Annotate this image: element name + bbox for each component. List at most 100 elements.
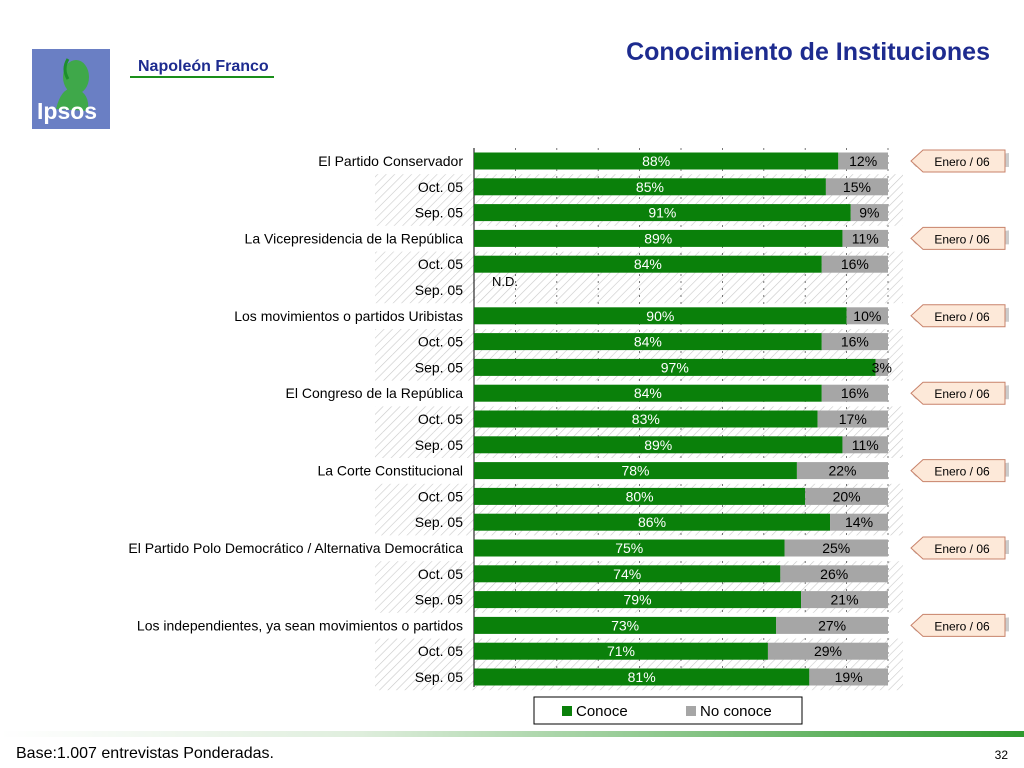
- data-label-conoce: 91%: [648, 205, 676, 221]
- legend-swatch-conoce: [562, 706, 572, 716]
- data-label-conoce: 90%: [646, 308, 674, 324]
- bar-no-conoce: [842, 229, 888, 247]
- bar-no-conoce: [780, 565, 888, 583]
- period-label: Oct. 05: [418, 643, 463, 659]
- category-labels: El Partido Conservador Oct. 05 Sep. 05 La V…: [128, 153, 518, 685]
- period-label: Oct. 05: [418, 256, 463, 272]
- data-label-no-conoce: 16%: [841, 385, 869, 401]
- bar-conoce: [474, 668, 810, 686]
- period-label: Oct. 05: [418, 411, 463, 427]
- bar-conoce: [474, 178, 826, 196]
- callout-box: [910, 459, 1006, 483]
- period-label: Oct. 05: [418, 566, 463, 582]
- data-label-no-conoce: 3%: [872, 359, 892, 375]
- callout-label: Enero / 06: [934, 232, 990, 246]
- data-label-conoce: 84%: [634, 256, 662, 272]
- no-data-label: N.D.: [492, 274, 518, 289]
- period-label: Oct. 05: [418, 179, 463, 195]
- history-bands: [375, 174, 903, 691]
- data-label-no-conoce: 20%: [833, 488, 861, 504]
- chart-legend: Conoce No conoce: [533, 696, 803, 725]
- institution-label: Los independientes, ya sean movimientos …: [137, 617, 463, 633]
- data-label-no-conoce: 16%: [841, 334, 869, 350]
- period-label: Oct. 05: [418, 488, 463, 504]
- data-label-conoce: 84%: [634, 334, 662, 350]
- bar-conoce: [474, 410, 818, 428]
- callout-box: [910, 304, 1006, 328]
- data-label-no-conoce: 22%: [828, 463, 856, 479]
- bar-no-conoce: [767, 642, 888, 660]
- bar-conoce: [474, 591, 802, 609]
- bar-conoce: [474, 152, 839, 170]
- bar-conoce: [474, 565, 781, 583]
- callout-box: [910, 536, 1006, 560]
- bar-conoce: [474, 487, 806, 505]
- slide-title: Conocimiento de Instituciones: [626, 38, 990, 66]
- bar-conoce: [474, 307, 847, 325]
- data-label-conoce: 78%: [621, 463, 649, 479]
- bar-conoce: [474, 229, 843, 247]
- callout-label: Enero / 06: [934, 387, 990, 401]
- bar-no-conoce: [846, 307, 888, 325]
- bar-no-conoce: [817, 410, 888, 428]
- data-label-no-conoce: 27%: [818, 617, 846, 633]
- data-label-no-conoce: 11%: [852, 230, 879, 246]
- callout-box: [910, 381, 1006, 405]
- callout-box: [910, 613, 1006, 637]
- history-band: [375, 277, 903, 304]
- bar-conoce: [474, 333, 822, 351]
- bar-no-conoce: [821, 255, 888, 273]
- data-label-no-conoce: 14%: [845, 514, 873, 530]
- callout-label: Enero / 06: [934, 465, 990, 479]
- institution-label: El Partido Polo Democrático / Alternativ…: [128, 540, 463, 556]
- institution-label: La Corte Constitucional: [317, 463, 463, 479]
- legend-swatch-no-conoce: [686, 706, 696, 716]
- bar-no-conoce: [850, 204, 888, 222]
- page-number: 32: [994, 748, 1008, 762]
- institution-label: Los movimientos o partidos Uribistas: [234, 308, 463, 324]
- callouts: Enero / 06 Enero / 06 Enero / 06 Enero / 06…: [910, 149, 1009, 637]
- logo-figure-icon: [56, 58, 89, 111]
- period-label: Sep. 05: [415, 282, 463, 298]
- ipsos-logo: Ipsos: [32, 49, 110, 129]
- bar-no-conoce: [842, 436, 888, 454]
- data-label-conoce: 86%: [638, 514, 666, 530]
- data-label-conoce: 89%: [644, 437, 672, 453]
- data-label-conoce: 88%: [642, 153, 670, 169]
- data-label-conoce: 84%: [634, 385, 662, 401]
- bar-conoce: [474, 616, 777, 634]
- data-label-conoce: 81%: [628, 669, 656, 685]
- legend-label-conoce: Conoce: [576, 703, 628, 720]
- bar-no-conoce: [825, 178, 888, 196]
- bar-no-conoce: [838, 152, 888, 170]
- bar-no-conoce: [875, 358, 888, 376]
- data-label-no-conoce: 17%: [839, 411, 867, 427]
- period-label: Sep. 05: [415, 205, 463, 221]
- legend-label-no-conoce: No conoce: [700, 703, 772, 720]
- footer-rule: [0, 731, 1024, 737]
- institution-label: La Vicepresidencia de la República: [245, 230, 464, 246]
- bar-conoce: [474, 204, 851, 222]
- data-label-no-conoce: 16%: [841, 256, 869, 272]
- data-label-no-conoce: 25%: [822, 540, 850, 556]
- data-label-no-conoce: 12%: [849, 153, 877, 169]
- footer-note: Base:1.007 entrevistas Ponderadas.: [16, 745, 274, 762]
- period-label: Sep. 05: [415, 592, 463, 608]
- institution-label: El Partido Conservador: [318, 153, 463, 169]
- brand-name: Napoleón Franco: [138, 58, 269, 75]
- bar-conoce: [474, 539, 785, 557]
- institution-label: El Congreso de la República: [286, 385, 464, 401]
- callout-label: Enero / 06: [934, 155, 990, 169]
- period-label: Sep. 05: [415, 437, 463, 453]
- period-label: Sep. 05: [415, 359, 463, 375]
- data-label-no-conoce: 11%: [852, 437, 879, 453]
- bar-no-conoce: [805, 487, 888, 505]
- data-label-conoce: 79%: [624, 592, 652, 608]
- callout-label: Enero / 06: [934, 542, 990, 556]
- bar-no-conoce: [784, 539, 888, 557]
- bar-no-conoce: [830, 513, 888, 531]
- bar-no-conoce: [796, 462, 888, 480]
- data-label-no-conoce: 29%: [814, 643, 842, 659]
- data-label-no-conoce: 9%: [859, 205, 879, 221]
- bar-conoce: [474, 513, 831, 531]
